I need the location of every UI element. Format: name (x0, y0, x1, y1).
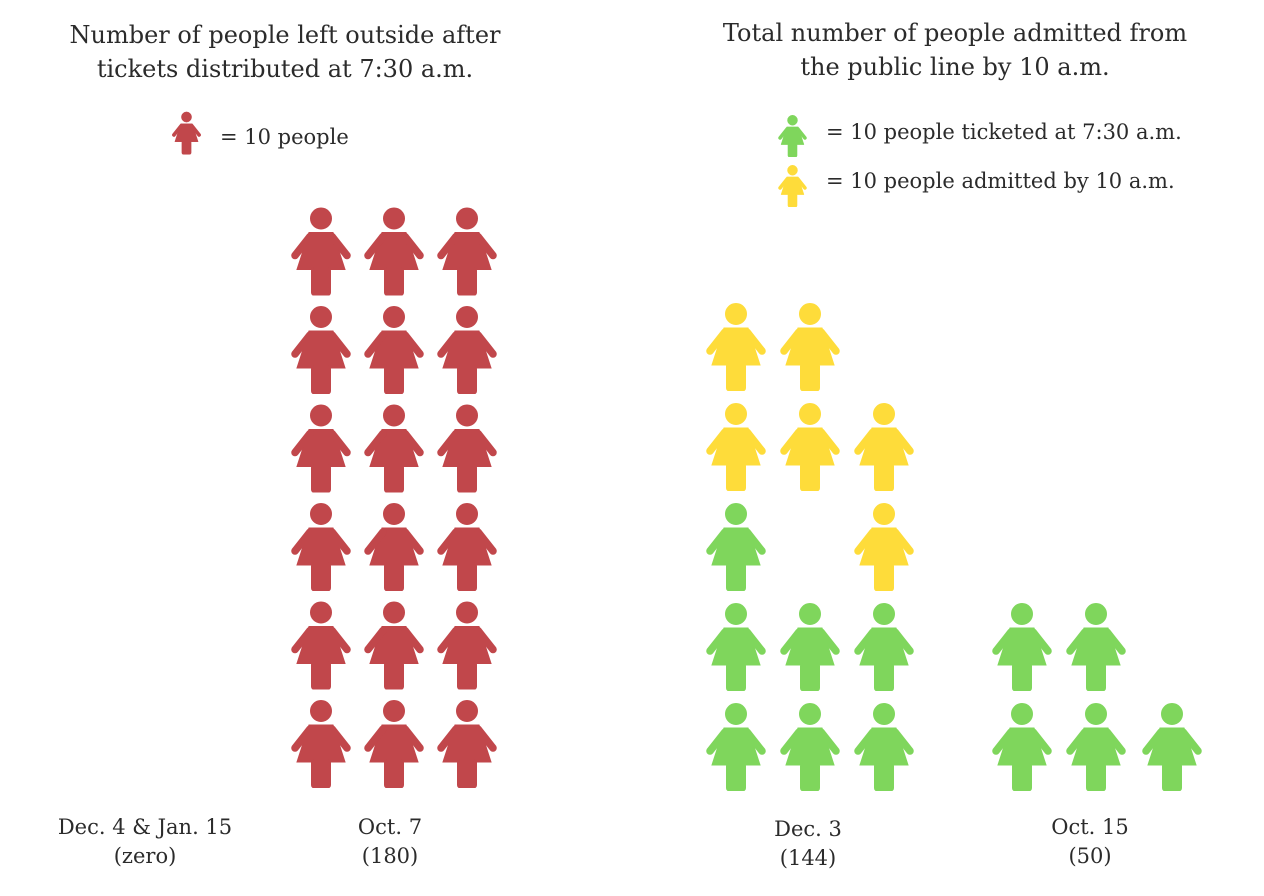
person-icon (368, 602, 420, 690)
person-icon (710, 504, 762, 592)
person-icon (295, 701, 347, 789)
partial-person-icon (784, 504, 836, 592)
legend-person-icon (778, 165, 807, 207)
category-value: (50) (1068, 844, 1112, 868)
person-icon (1146, 704, 1198, 792)
person-icon (858, 404, 910, 492)
person-icon (784, 404, 836, 492)
person-icon (858, 604, 910, 692)
person-icon (710, 304, 762, 392)
left-chart-icons (295, 208, 493, 788)
person-icon (368, 307, 420, 395)
person-icon (784, 704, 836, 792)
right-chart-title: Total number of people admitted from the… (722, 19, 1188, 81)
category-dec3: Dec. 3 (144) (718, 815, 898, 873)
category-value: (144) (779, 846, 837, 870)
category-value: (180) (361, 844, 419, 868)
person-icon (1070, 604, 1122, 692)
person-icon (710, 604, 762, 692)
person-icon (858, 704, 910, 792)
person-icon (441, 504, 493, 592)
person-icon (295, 504, 347, 592)
person-icon (368, 405, 420, 493)
person-icon (368, 504, 420, 592)
person-icon (784, 604, 836, 692)
person-icon (996, 604, 1048, 692)
category-dec4-jan15: Dec. 4 & Jan. 15 (zero) (40, 813, 250, 871)
legend-label-people: = 10 people (220, 125, 349, 149)
category-label: Dec. 3 (774, 817, 842, 841)
person-icon (441, 602, 493, 690)
person-icon (368, 701, 420, 789)
right-chart-icons (710, 304, 1198, 792)
category-label: Oct. 15 (1051, 815, 1129, 839)
person-icon (441, 405, 493, 493)
legend-label-ticketed: = 10 people ticketed at 7:30 a.m. (826, 120, 1182, 144)
person-icon (858, 504, 910, 592)
left-chart-title: Number of people left outside after tick… (69, 21, 501, 83)
person-icon (441, 208, 493, 296)
person-icon (368, 208, 420, 296)
category-oct7: Oct. 7 (180) (300, 813, 480, 871)
person-icon (295, 602, 347, 690)
person-icon (710, 704, 762, 792)
person-icon (441, 307, 493, 395)
legend-person-icon (778, 115, 807, 157)
person-icon (996, 704, 1048, 792)
person-icon (710, 404, 762, 492)
person-icon (1070, 704, 1122, 792)
person-icon (441, 701, 493, 789)
legend-label-admitted: = 10 people admitted by 10 a.m. (826, 169, 1175, 193)
person-icon (784, 304, 836, 392)
category-value: (zero) (113, 844, 177, 868)
person-icon (295, 208, 347, 296)
partial-person-icon (858, 312, 910, 400)
partial-person-icon (784, 504, 836, 592)
person-icon (295, 307, 347, 395)
category-oct15: Oct. 15 (50) (1000, 813, 1180, 871)
person-icon (295, 405, 347, 493)
legend-person-icon (172, 111, 201, 155)
category-label: Oct. 7 (357, 815, 423, 839)
category-label: Dec. 4 & Jan. 15 (57, 815, 233, 839)
